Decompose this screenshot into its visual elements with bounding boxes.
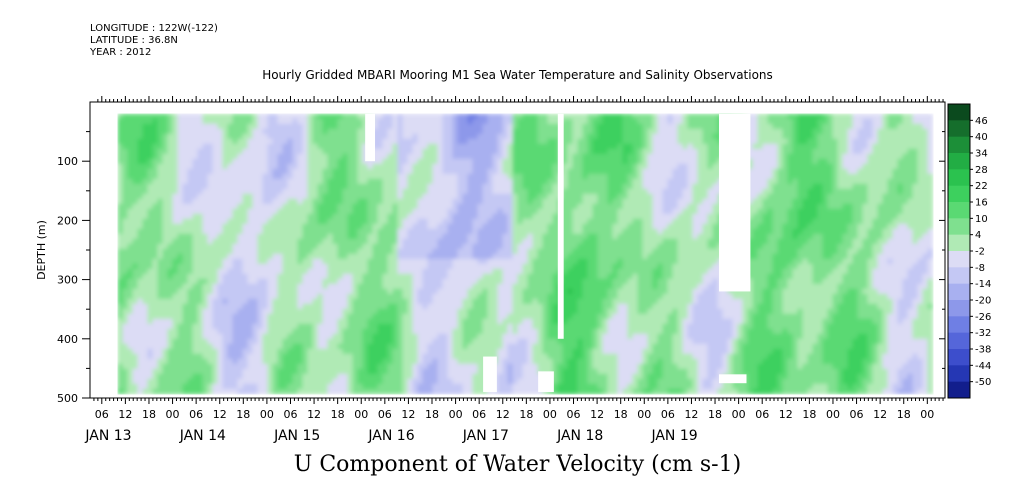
x-hour-tick-label: 12 bbox=[873, 408, 887, 421]
x-hour-tick-label: 00 bbox=[166, 408, 180, 421]
variable-name: U Component of Water Velocity (cm s-1) bbox=[293, 452, 742, 477]
colorbar-label: 34 bbox=[975, 149, 988, 160]
x-hour-tick-label: 12 bbox=[779, 408, 793, 421]
colorbar-label: 46 bbox=[975, 116, 988, 127]
x-hour-tick-label: 06 bbox=[283, 408, 297, 421]
colorbar-label: -50 bbox=[975, 377, 991, 388]
latitude-label: LATITUDE : 36.8N bbox=[90, 35, 178, 46]
x-hour-tick-label: 12 bbox=[496, 408, 510, 421]
x-hour-tick-label: 18 bbox=[236, 408, 250, 421]
x-hour-tick-label: 18 bbox=[425, 408, 439, 421]
colorbar-segment bbox=[948, 365, 970, 383]
x-hour-tick-label: 12 bbox=[684, 408, 698, 421]
colorbar-segment bbox=[948, 251, 970, 268]
x-hour-tick-label: 12 bbox=[401, 408, 415, 421]
x-hour-tick-label: 18 bbox=[614, 408, 628, 421]
y-axis-title: DEPTH (m) bbox=[35, 220, 48, 280]
x-hour-tick-label: 12 bbox=[118, 408, 132, 421]
x-day-label: JAN 16 bbox=[367, 428, 414, 444]
x-hour-tick-label: 18 bbox=[519, 408, 533, 421]
colorbar-label: -26 bbox=[975, 312, 991, 323]
x-hour-tick-label: 00 bbox=[354, 408, 368, 421]
colorbar: 46 40 34 28 22 16 10 4 -2 -8 -14 -20 -26 -32 -38 -44 -50 bbox=[947, 103, 991, 399]
x-hour-tick-label: 18 bbox=[802, 408, 816, 421]
colorbar-segment bbox=[948, 169, 970, 187]
x-hour-tick-label: 06 bbox=[850, 408, 864, 421]
colorbar-label: 4 bbox=[975, 230, 981, 241]
chart-title: Hourly Gridded MBARI Mooring M1 Sea Wate… bbox=[262, 68, 773, 82]
x-hour-tick-label: 06 bbox=[189, 408, 203, 421]
colorbar-segment bbox=[948, 120, 970, 138]
x-hour-tick-label: 18 bbox=[708, 408, 722, 421]
x-day-label: JAN 18 bbox=[556, 428, 603, 444]
colorbar-label: 16 bbox=[975, 198, 988, 209]
colorbar-label: -8 bbox=[975, 263, 985, 274]
x-hour-tick-label: 18 bbox=[897, 408, 911, 421]
x-day-label: JAN 13 bbox=[84, 428, 131, 444]
y-tick-label: 500 bbox=[57, 392, 78, 405]
colorbar-label: -44 bbox=[975, 361, 991, 372]
colorbar-segment bbox=[948, 349, 970, 366]
colorbar-segment bbox=[948, 283, 970, 301]
year-label: YEAR : 2012 bbox=[90, 47, 152, 58]
x-day-label: JAN 14 bbox=[179, 428, 226, 444]
colorbar-label: 28 bbox=[975, 165, 988, 176]
colorbar-segment bbox=[948, 300, 970, 317]
x-hour-tick-label: 00 bbox=[260, 408, 274, 421]
colorbar-label: 22 bbox=[975, 181, 988, 192]
missing-data-mask bbox=[365, 113, 751, 393]
x-hour-tick-label: 06 bbox=[755, 408, 769, 421]
x-hour-tick-label: 18 bbox=[331, 408, 345, 421]
colorbar-segment bbox=[948, 332, 970, 350]
colorbar-segment bbox=[948, 316, 970, 334]
colorbar-segment bbox=[948, 267, 970, 285]
x-hour-tick-label: 00 bbox=[920, 408, 934, 421]
colorbar-segment bbox=[948, 185, 970, 203]
colorbar-label: -2 bbox=[975, 247, 985, 258]
x-hour-tick-label: 00 bbox=[732, 408, 746, 421]
y-tick-label: 100 bbox=[57, 155, 78, 168]
x-hour-tick-label: 06 bbox=[661, 408, 675, 421]
colorbar-label: -20 bbox=[975, 296, 991, 307]
colorbar-label: -14 bbox=[975, 279, 991, 290]
x-hour-tick-label: 18 bbox=[142, 408, 156, 421]
x-hour-tick-label: 06 bbox=[95, 408, 109, 421]
x-hour-tick-label: 00 bbox=[637, 408, 651, 421]
x-hour-tick-label: 00 bbox=[826, 408, 840, 421]
metadata-block: LONGITUDE : 122W(-122) LATITUDE : 36.8N … bbox=[90, 23, 218, 59]
colorbar-label: -38 bbox=[975, 345, 991, 356]
x-hour-tick-label: 00 bbox=[449, 408, 463, 421]
x-hour-tick-label: 12 bbox=[213, 408, 227, 421]
colorbar-segment bbox=[948, 381, 970, 399]
colorbar-label: 40 bbox=[975, 132, 988, 143]
y-tick-label: 200 bbox=[57, 214, 78, 227]
y-tick-label: 300 bbox=[57, 274, 78, 287]
y-tick-label: 400 bbox=[57, 333, 78, 346]
colorbar-segment bbox=[948, 104, 970, 121]
velocity-field bbox=[117, 113, 934, 395]
x-day-label: JAN 15 bbox=[273, 428, 320, 444]
colorbar-label: -32 bbox=[975, 328, 991, 339]
x-hour-tick-label: 12 bbox=[307, 408, 321, 421]
x-day-label: JAN 19 bbox=[650, 428, 697, 444]
colorbar-segment bbox=[948, 234, 970, 252]
colorbar-segment bbox=[948, 136, 970, 154]
y-axis-title-group: DEPTH (m) bbox=[35, 220, 48, 280]
colorbar-segment bbox=[948, 202, 970, 219]
x-hour-tick-label: 00 bbox=[543, 408, 557, 421]
axes: 06 12 18 00 06 12 18 00 06 12 18 00 06 12 18 00 06 12 18 00… bbox=[57, 96, 945, 444]
x-hour-tick-label: 06 bbox=[472, 408, 486, 421]
longitude-label: LONGITUDE : 122W(-122) bbox=[90, 23, 218, 34]
x-hour-tick-label: 06 bbox=[567, 408, 581, 421]
x-day-label: JAN 17 bbox=[462, 428, 509, 444]
x-hour-tick-label: 06 bbox=[378, 408, 392, 421]
colorbar-label: 10 bbox=[975, 214, 988, 225]
colorbar-segment bbox=[948, 218, 970, 236]
x-hour-tick-label: 12 bbox=[590, 408, 604, 421]
colorbar-segment bbox=[948, 153, 970, 170]
